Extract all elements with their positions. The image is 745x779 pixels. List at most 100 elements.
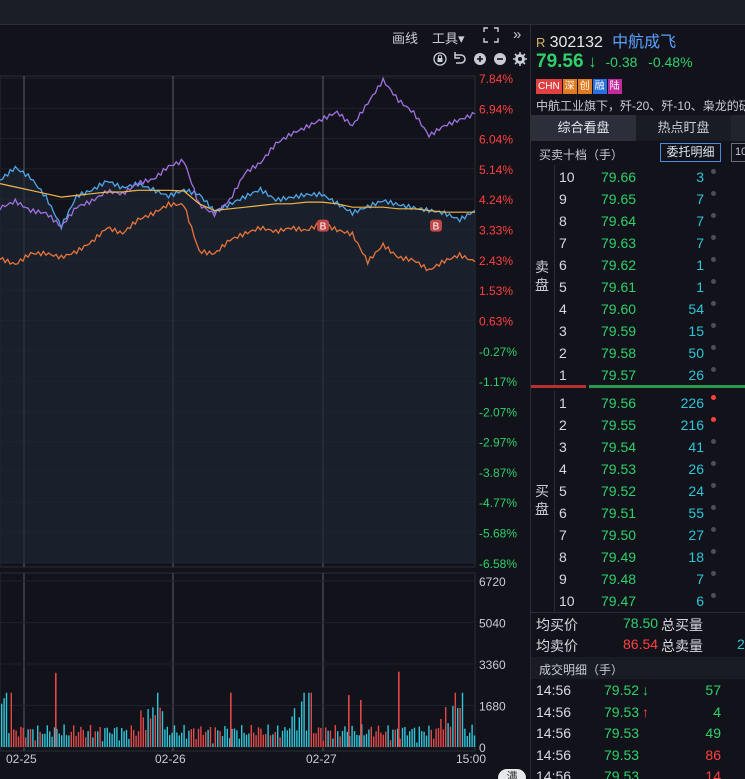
time-axis-label: 02-25 [6, 752, 37, 766]
order-price: 79.50 [601, 527, 637, 543]
tab-more[interactable] [731, 115, 745, 141]
volume-bar [351, 725, 353, 747]
trade-volume: 57 [705, 682, 721, 698]
sell-order-row[interactable]: 4 79.60 54 [531, 298, 745, 320]
buy-order-row[interactable]: 10 79.47 6 [531, 590, 745, 612]
volume-bar [363, 735, 365, 747]
sell-order-row[interactable]: 6 79.62 1 [531, 254, 745, 276]
draw-line-button[interactable]: 画线 [392, 31, 419, 46]
trade-row[interactable]: 14:56 79.53 14 [531, 766, 745, 779]
volume-bar [262, 734, 264, 747]
double-chevron-right-icon[interactable]: » [513, 26, 522, 43]
volume-bar [447, 723, 449, 747]
volume-bar [230, 692, 232, 747]
zoom-out-icon[interactable] [494, 53, 506, 65]
window-topbar [0, 0, 745, 25]
volume-bar [399, 738, 401, 747]
volume-bar [193, 728, 195, 747]
buy-order-row[interactable]: 6 79.51 55 [531, 502, 745, 524]
stock-badge: 陆 [607, 79, 622, 94]
up-arrow-icon: ↑ [642, 703, 649, 720]
volume-bar [20, 726, 22, 747]
buy-order-row[interactable]: 9 79.48 7 [531, 568, 745, 590]
volume-bar [281, 730, 284, 747]
buy-marker[interactable] [430, 219, 442, 232]
volume-bar [248, 733, 250, 747]
volume-bar [437, 728, 440, 747]
order-volume: 54 [688, 301, 704, 317]
depth-select-button[interactable]: 10 [731, 143, 745, 162]
volume-bar [329, 730, 332, 747]
price-line: 79.56 ↓ -0.38 -0.48% [536, 51, 693, 73]
trade-row[interactable]: 14:56 79.53 49 [531, 723, 745, 744]
volume-bar [375, 731, 377, 747]
order-price: 79.57 [601, 367, 637, 383]
buy-order-row[interactable]: 7 79.50 27 [531, 524, 745, 546]
sell-order-row[interactable]: 2 79.58 50 [531, 342, 745, 364]
stock-prefix: R [536, 35, 546, 50]
order-dot-icon [711, 395, 716, 400]
sell-side-label-column: 卖盘 [531, 165, 555, 385]
volume-bar [394, 729, 396, 747]
order-volume: 216 [680, 417, 704, 433]
pct-tick-label: 1.53% [479, 284, 513, 298]
volume-bar [269, 735, 272, 747]
buy-marker[interactable] [317, 219, 329, 232]
volume-bar [123, 731, 125, 747]
expand-icon[interactable] [483, 27, 499, 46]
trade-row[interactable]: 14:56 79.53 ↑ 4 [531, 702, 745, 723]
trade-row[interactable]: 14:56 79.53 86 [531, 745, 745, 766]
order-dot-icon [711, 439, 716, 444]
volume-bar [368, 729, 370, 747]
volume-bar [118, 740, 120, 747]
avg-sell-row: 均卖价 86.54 总卖量 2 [531, 634, 745, 655]
volume-bar [409, 731, 411, 747]
sell-side-label: 卖盘 [535, 259, 549, 293]
volume-bar [233, 728, 236, 747]
tools-menu-button[interactable]: 工具▾ [432, 28, 465, 47]
volume-bar [10, 692, 12, 747]
settings-icon[interactable] [513, 52, 527, 66]
sell-order-row[interactable]: 5 79.61 1 [531, 276, 745, 298]
order-detail-button[interactable]: 委托明细 [660, 143, 721, 162]
buy-order-row[interactable]: 5 79.52 24 [531, 480, 745, 502]
sell-order-row[interactable]: 8 79.64 7 [531, 210, 745, 232]
volume-bar [398, 671, 400, 747]
volume-bar [315, 733, 317, 747]
volume-bar [289, 728, 291, 747]
volume-bar [181, 732, 183, 747]
volume-bar [308, 692, 310, 747]
buy-order-row[interactable]: 1 79.56 226 [531, 392, 745, 414]
buy-side-label: 买盘 [535, 483, 549, 517]
trade-row[interactable]: 14:56 79.52 ↓ 57 [531, 680, 745, 701]
volume-bar [140, 710, 142, 747]
buy-order-row[interactable]: 3 79.54 41 [531, 436, 745, 458]
sell-order-row[interactable]: 1 79.57 26 [531, 364, 745, 386]
lock-icon[interactable] [433, 52, 447, 66]
sell-order-row[interactable]: 10 79.66 3 [531, 166, 745, 188]
volume-bar [430, 729, 432, 747]
stock-name: 中航成飞 [612, 34, 677, 51]
pct-tick-label: 7.84% [479, 72, 513, 86]
sell-order-row[interactable]: 9 79.65 7 [531, 188, 745, 210]
floating-toggle[interactable]: 满 [498, 769, 526, 779]
buy-order-row[interactable]: 2 79.55 216 [531, 414, 745, 436]
volume-bar [365, 733, 368, 747]
order-volume: 41 [688, 439, 704, 455]
undo-icon[interactable] [454, 52, 466, 64]
volume-bar [469, 732, 471, 747]
tab-hotspot[interactable]: 热点盯盘 [657, 120, 710, 135]
volume-bar [404, 727, 406, 747]
volume-bar [3, 698, 5, 747]
order-volume: 7 [696, 213, 704, 229]
order-volume: 24 [688, 483, 704, 499]
volume-bar [85, 737, 87, 747]
order-volume: 18 [688, 549, 704, 565]
sell-order-row[interactable]: 7 79.63 7 [531, 232, 745, 254]
zoom-in-icon[interactable] [474, 53, 486, 65]
intraday-chart[interactable]: 7.84% 6.94% 6.04% 5.14% 4.24% 3.33% 2.43% 1.53%… [0, 25, 530, 779]
buy-order-row[interactable]: 8 79.49 18 [531, 546, 745, 568]
buy-order-row[interactable]: 4 79.53 26 [531, 458, 745, 480]
tab-overview[interactable]: 综合看盘 [531, 115, 636, 141]
sell-order-row[interactable]: 3 79.59 15 [531, 320, 745, 342]
